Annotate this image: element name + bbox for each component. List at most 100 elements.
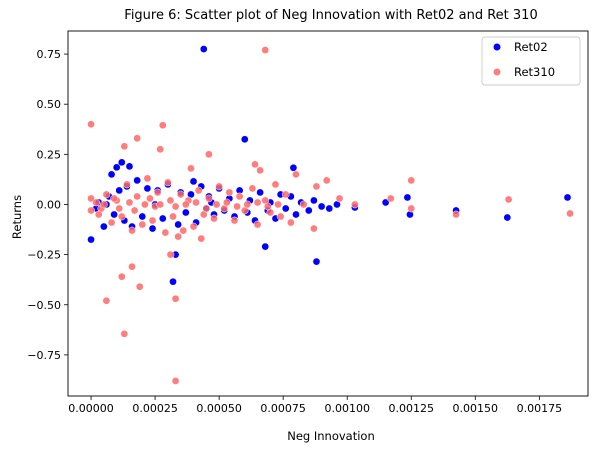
data-point <box>148 224 157 233</box>
y-tick-label: 0.75 <box>37 48 62 61</box>
data-point <box>199 45 208 53</box>
data-point <box>143 174 152 183</box>
legend-label-ret02: Ret02 <box>514 40 548 54</box>
data-point <box>187 164 195 173</box>
data-point <box>407 204 416 213</box>
x-tick-label: 0.00150 <box>453 402 499 415</box>
x-axis-ticks: 0.00000 0.00025 0.00050 0.00075 0.00100 0.001… <box>68 396 562 415</box>
data-point <box>381 198 390 207</box>
data-point <box>171 377 180 385</box>
data-point <box>386 194 395 203</box>
data-point <box>230 216 239 225</box>
data-point <box>235 192 244 201</box>
data-point <box>171 202 180 211</box>
data-point <box>174 232 182 241</box>
data-point <box>87 235 95 244</box>
data-point <box>148 216 157 225</box>
data-point <box>189 222 198 231</box>
x-tick-label: 0.00125 <box>389 402 435 415</box>
chart-title: Figure 6: Scatter plot of Neg Innovation… <box>124 8 537 23</box>
data-point <box>210 214 218 223</box>
data-point <box>212 200 221 209</box>
y-tick-label: −0.25 <box>27 249 61 262</box>
x-tick-label: 0.00050 <box>196 402 242 415</box>
data-point <box>192 198 200 207</box>
data-point <box>205 194 213 203</box>
data-point <box>566 209 574 218</box>
data-point <box>110 210 118 219</box>
data-point <box>135 282 144 291</box>
data-point <box>100 222 108 231</box>
data-point <box>452 210 460 219</box>
data-point <box>133 192 142 201</box>
data-point <box>94 210 103 219</box>
data-point <box>271 180 280 189</box>
legend-marker-ret310 <box>492 67 502 77</box>
data-point <box>281 190 290 199</box>
data-point <box>158 214 167 223</box>
data-point <box>143 184 152 193</box>
data-point <box>117 158 126 167</box>
data-point <box>138 212 147 221</box>
data-point <box>179 226 188 235</box>
data-point <box>169 212 177 221</box>
data-point <box>403 193 412 202</box>
legend-box <box>481 36 581 86</box>
y-tick-label: 0.50 <box>37 98 62 111</box>
data-point <box>292 170 300 179</box>
data-point <box>161 228 170 237</box>
data-point <box>225 188 234 197</box>
data-point <box>222 198 231 207</box>
data-point <box>141 200 149 209</box>
y-axis-ticks: 0.75 0.50 0.25 0.00 −0.25 −0.50 −0.75 <box>27 48 68 362</box>
data-point <box>312 257 321 266</box>
data-point <box>117 212 126 221</box>
data-point <box>146 194 154 203</box>
data-point <box>261 46 270 54</box>
data-point <box>276 212 285 221</box>
data-point <box>335 194 344 203</box>
data-point <box>128 226 136 235</box>
data-point <box>215 182 223 191</box>
data-point <box>292 210 300 219</box>
series-ret310 <box>87 46 574 385</box>
data-point <box>102 190 111 199</box>
data-point <box>287 218 295 227</box>
data-point <box>503 213 512 222</box>
data-point <box>351 200 359 209</box>
data-point <box>166 196 175 205</box>
data-point <box>169 277 177 286</box>
data-point <box>92 198 101 207</box>
data-point <box>125 162 134 171</box>
data-point <box>310 224 318 233</box>
x-tick-label: 0.00025 <box>132 402 178 415</box>
data-point <box>274 200 282 209</box>
data-point <box>504 195 513 204</box>
data-point <box>107 170 116 179</box>
data-point <box>156 200 165 209</box>
y-axis-label: Returns <box>10 195 24 239</box>
data-point <box>281 204 290 213</box>
data-point <box>112 163 121 172</box>
data-point <box>253 198 262 207</box>
data-point <box>181 208 190 217</box>
data-point <box>158 121 167 130</box>
data-point <box>563 193 572 202</box>
data-point <box>87 194 95 203</box>
data-point <box>263 202 272 211</box>
x-tick-label: 0.00075 <box>260 402 306 415</box>
data-point <box>153 188 162 197</box>
data-point <box>128 262 136 271</box>
data-point <box>164 178 172 187</box>
data-point <box>289 163 298 172</box>
legend: Ret02 Ret310 <box>481 36 581 86</box>
data-point <box>107 218 116 227</box>
y-tick-label: 0.25 <box>37 148 62 161</box>
data-point <box>299 200 308 209</box>
data-point <box>407 176 416 185</box>
plot-frame <box>67 30 589 397</box>
data-point <box>197 234 206 243</box>
data-point <box>110 194 118 203</box>
data-point <box>256 166 264 175</box>
data-point <box>87 206 95 215</box>
